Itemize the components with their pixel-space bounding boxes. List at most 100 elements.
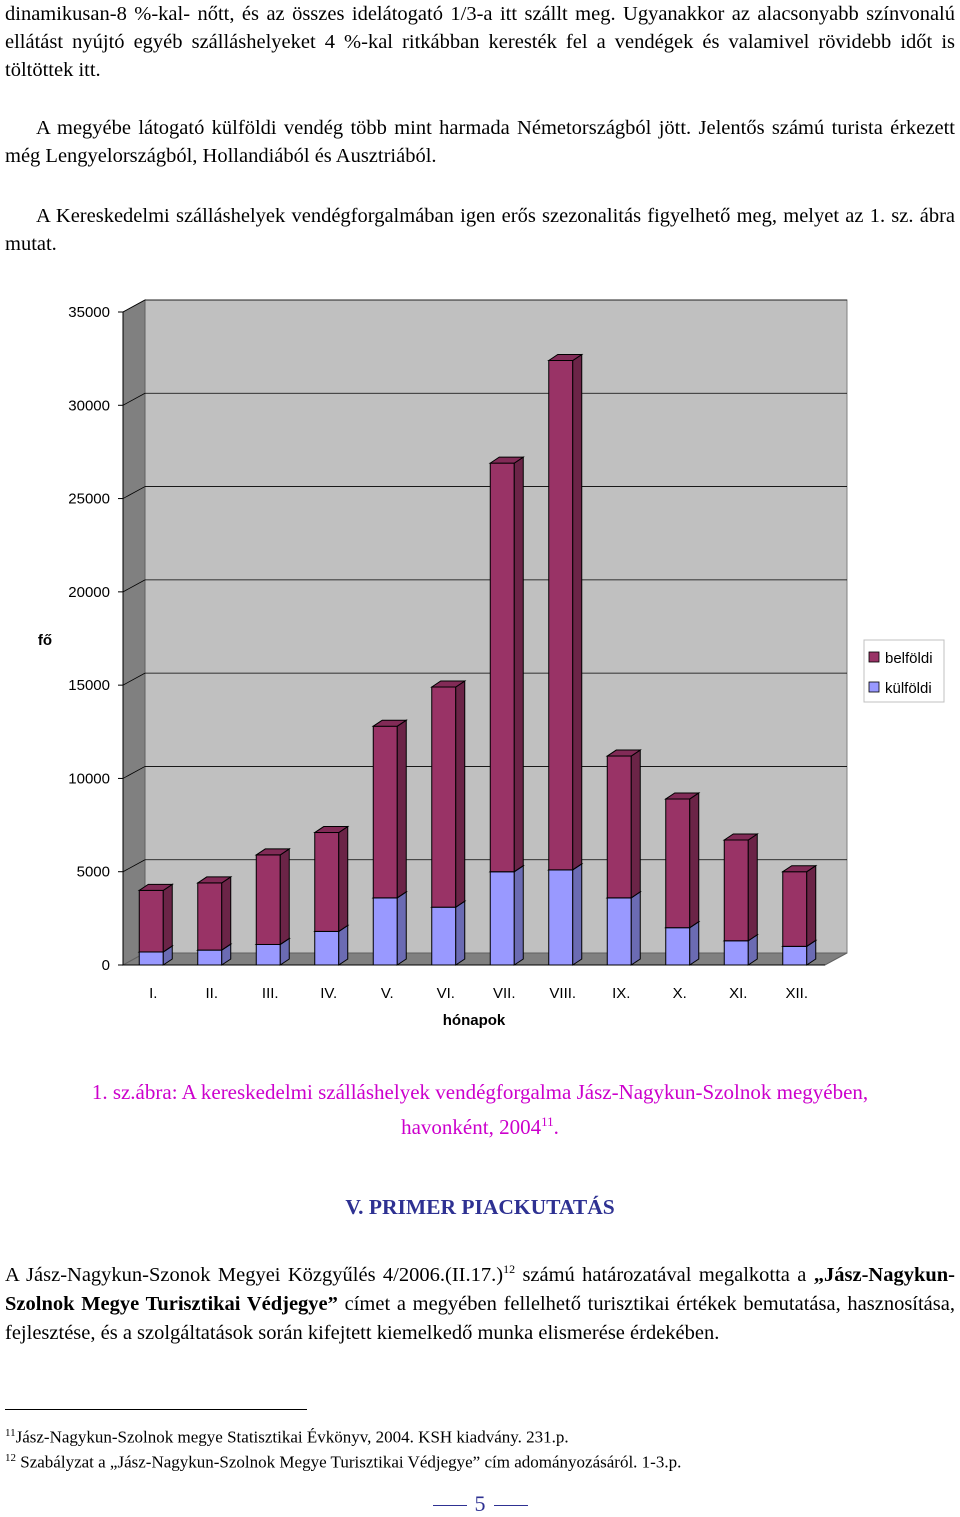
gridline-side xyxy=(122,766,146,779)
stacked-bar-chart: 0 5000 10000 15000 20000 25000 30000 35000 I. II… xyxy=(38,299,945,1029)
bar-front xyxy=(197,949,223,966)
chart-bars xyxy=(137,353,818,966)
bar-front xyxy=(138,889,164,953)
paragraph-2: A megyébe látogató külföldi vendég több … xyxy=(5,117,955,167)
bar-top xyxy=(722,833,759,841)
bar-front xyxy=(782,871,808,947)
bar-segment-külföldi-7 xyxy=(488,864,525,966)
bar-top xyxy=(371,719,408,727)
y-tick-label: 10000 xyxy=(68,770,110,787)
bar-side xyxy=(513,864,524,966)
bar-side xyxy=(221,875,232,952)
y-axis-label: fő xyxy=(38,632,52,649)
gridline-side xyxy=(122,672,146,686)
footnote-separator xyxy=(5,1409,307,1410)
footnote-12: 12 Szabályzat a „Jász-Nagykun-Szolnok Me… xyxy=(5,1447,681,1474)
footnote-11-text: Jász-Nagykun-Szolnok megye Statisztikai … xyxy=(15,1427,569,1447)
x-tick-label: XII. xyxy=(785,985,808,1002)
bar-front xyxy=(606,755,632,899)
bar-segment-belföldi-10 xyxy=(664,792,701,929)
bar-front xyxy=(489,462,515,873)
bar-front xyxy=(372,897,398,966)
x-tick-label: VI. xyxy=(437,985,455,1002)
page-number-dash-left xyxy=(432,1505,467,1507)
p4-bold-title: „Jász-Nagykun-Szolnok Megye Turisztikai … xyxy=(5,1263,955,1315)
p4-text-3: címet a megyében fellelhető turisztikai … xyxy=(5,1292,955,1344)
x-tick-label: II. xyxy=(205,985,218,1002)
bar-front xyxy=(138,951,164,966)
bar-top xyxy=(137,883,174,891)
y-tick-label: 20000 xyxy=(68,584,110,601)
bar-front xyxy=(723,940,749,966)
chart-side-wall xyxy=(122,299,146,966)
chart-x-axis: I. II. III. IV. V. VI. VII. VIII. IX. X. XI. XII. xyxy=(149,985,808,1002)
bar-segment-külföldi-5 xyxy=(371,890,408,966)
bar-front xyxy=(255,943,281,966)
bar-top xyxy=(781,865,818,873)
y-tick-label: 25000 xyxy=(68,491,110,508)
bar-segment-belföldi-3 xyxy=(254,847,291,946)
section-title: V. PRIMER PIACKUTATÁS xyxy=(345,1195,615,1219)
x-tick-label: III. xyxy=(262,985,279,1002)
bar-top xyxy=(664,792,701,800)
y-tick-label: 15000 xyxy=(68,677,110,694)
bar-side xyxy=(338,924,349,966)
legend-swatch-belfoldi xyxy=(868,651,880,663)
x-tick-label: XI. xyxy=(729,985,747,1002)
bar-side xyxy=(747,833,758,942)
p4-text-1: A Jász-Nagykun-Szonok Megyei Közgyűlés 4… xyxy=(5,1263,504,1286)
x-tick-label: I. xyxy=(149,985,157,1002)
bar-front xyxy=(431,906,457,966)
chart-y-axis: 0 5000 10000 15000 20000 25000 30000 35000 xyxy=(68,304,825,974)
bar-side xyxy=(513,456,524,873)
bar-segment-belföldi-4 xyxy=(313,825,350,933)
gridline-side xyxy=(122,299,146,313)
bar-front xyxy=(665,798,691,929)
bar-top xyxy=(488,456,525,464)
bar-segment-külföldi-4 xyxy=(313,924,350,966)
bar-top xyxy=(430,680,467,688)
bar-front xyxy=(197,882,223,951)
page-number-dash-right xyxy=(493,1505,528,1507)
bar-top xyxy=(196,876,233,884)
bar-segment-belföldi-6 xyxy=(430,680,467,909)
caption-footnote-ref: 11 xyxy=(541,1114,554,1129)
legend-label-kulfoldi: külföldi xyxy=(885,680,932,697)
bar-side xyxy=(396,719,407,899)
bar-side xyxy=(630,890,641,966)
footnote-11-number: 11 xyxy=(5,1427,16,1439)
y-tick-label: 35000 xyxy=(68,304,110,321)
caption-text: havonként, 2004 xyxy=(401,1115,542,1139)
x-tick-label: IX. xyxy=(612,985,630,1002)
footnote-11: 11Jász-Nagykun-Szolnok megye Statisztika… xyxy=(5,1422,569,1449)
x-axis-label: hónapok xyxy=(443,1012,506,1029)
bar-front xyxy=(723,839,749,942)
bar-segment-belföldi-5 xyxy=(371,719,408,899)
footnote-12-number: 12 xyxy=(5,1452,16,1464)
bar-segment-külföldi-10 xyxy=(664,920,701,966)
p4-footnote-ref: 12 xyxy=(503,1262,516,1276)
bar-side xyxy=(455,900,466,966)
legend-swatch-kulfoldi xyxy=(868,681,880,693)
bar-front xyxy=(314,832,340,932)
bar-front xyxy=(372,725,398,899)
legend-label-belfoldi: belföldi xyxy=(885,650,933,667)
bar-side xyxy=(455,680,466,909)
x-tick-label: IV. xyxy=(320,985,337,1002)
bar-front xyxy=(782,945,808,966)
y-tick-label: 30000 xyxy=(68,397,110,414)
bar-front xyxy=(548,360,574,871)
gridline-side xyxy=(122,579,146,593)
x-tick-label: X. xyxy=(673,985,687,1002)
bar-side xyxy=(338,825,349,933)
bar-segment-belföldi-9 xyxy=(605,749,642,899)
x-tick-label: VII. xyxy=(493,985,516,1002)
p4-text-2: számú határozatával megalkotta a xyxy=(515,1263,814,1286)
y-tick-label: 0 xyxy=(102,957,110,974)
bar-front xyxy=(606,897,632,966)
paragraph-1: dinamikusan-8 %-kal- nőtt, és az összes … xyxy=(5,3,955,81)
bar-side xyxy=(572,353,583,871)
chart-legend: belföldi külföldi xyxy=(863,639,945,703)
bar-segment-külföldi-9 xyxy=(605,890,642,966)
gridline-side xyxy=(122,486,146,499)
